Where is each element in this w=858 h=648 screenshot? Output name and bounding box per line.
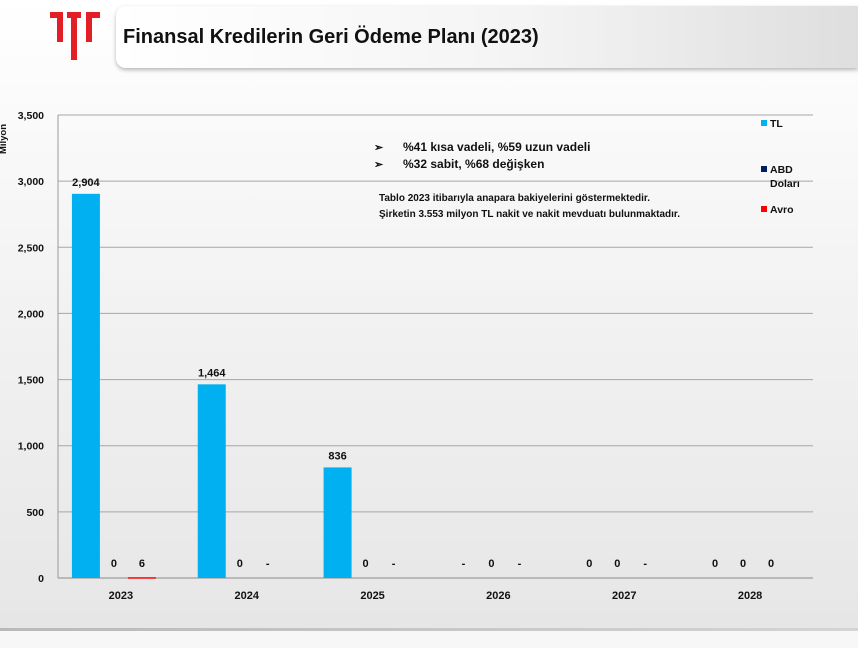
bottom-divider bbox=[0, 628, 858, 631]
y-tick-label: 3,000 bbox=[18, 176, 44, 188]
footer-strip bbox=[0, 631, 858, 648]
x-tick-label: 2026 bbox=[486, 590, 510, 602]
legend-swatch bbox=[761, 166, 767, 172]
x-tick-label: 2028 bbox=[738, 590, 762, 602]
data-label: 0 bbox=[586, 558, 592, 570]
bullet-text: %32 sabit, %68 değişken bbox=[403, 157, 544, 171]
data-label: 0 bbox=[712, 558, 718, 570]
data-label: 2,904 bbox=[72, 177, 100, 189]
data-label: 0 bbox=[740, 558, 746, 570]
bar-tl bbox=[197, 384, 226, 578]
legend-label: ABD bbox=[770, 164, 793, 176]
y-tick-label: 2,000 bbox=[18, 308, 44, 320]
data-label: - bbox=[266, 558, 270, 570]
data-label: 0 bbox=[363, 558, 369, 570]
bullet-text: %41 kısa vadeli, %59 uzun vadeli bbox=[403, 140, 590, 154]
data-label: 0 bbox=[488, 558, 494, 570]
logo-mark bbox=[50, 12, 100, 60]
company-logo bbox=[50, 12, 100, 60]
data-label: - bbox=[643, 558, 647, 570]
legend-swatch bbox=[761, 120, 767, 126]
data-label: 1,464 bbox=[198, 367, 226, 379]
y-tick-label: 3,500 bbox=[18, 110, 44, 122]
y-tick-label: 0 bbox=[38, 573, 44, 585]
note-text: Şirketin 3.553 milyon TL nakit ve nakit … bbox=[379, 209, 680, 220]
slide-background bbox=[0, 0, 858, 630]
bar-tl bbox=[323, 467, 352, 578]
data-label: - bbox=[462, 558, 466, 570]
x-tick-label: 2027 bbox=[612, 590, 636, 602]
y-tick-label: 500 bbox=[26, 507, 44, 519]
legend-label: TL bbox=[770, 118, 783, 130]
page-title: Finansal Kredilerin Geri Ödeme Planı (20… bbox=[123, 26, 539, 48]
bullet-arrow: ➢ bbox=[374, 159, 384, 171]
y-axis-label: Milyon bbox=[0, 124, 9, 154]
note-text: Tablo 2023 itibarıyla anapara bakiyeleri… bbox=[379, 193, 650, 204]
x-tick-label: 2024 bbox=[235, 590, 260, 602]
title-bar bbox=[116, 6, 858, 68]
repayment-chart: 0 500 1,000 1,500 2,000 2,500 3,000 3,500 Milyon… bbox=[0, 110, 813, 602]
data-label: 0 bbox=[237, 558, 243, 570]
data-label: 0 bbox=[111, 558, 117, 570]
y-tick-label: 1,500 bbox=[18, 375, 44, 387]
legend-label: Avro bbox=[770, 204, 794, 216]
bar-tl bbox=[71, 193, 100, 578]
x-tick-label: 2023 bbox=[109, 590, 133, 602]
data-label: 836 bbox=[328, 450, 346, 462]
data-label: 0 bbox=[768, 558, 774, 570]
data-label: 0 bbox=[614, 558, 620, 570]
data-label: 6 bbox=[139, 558, 145, 570]
y-tick-label: 1,000 bbox=[18, 441, 44, 453]
data-label: - bbox=[392, 558, 396, 570]
legend-swatch bbox=[761, 206, 767, 212]
bullet-arrow: ➢ bbox=[374, 142, 384, 154]
legend-label: Doları bbox=[770, 178, 800, 190]
y-tick-label: 2,500 bbox=[18, 242, 44, 254]
bar-avro bbox=[127, 577, 156, 579]
data-label: - bbox=[518, 558, 522, 570]
x-tick-label: 2025 bbox=[360, 590, 384, 602]
